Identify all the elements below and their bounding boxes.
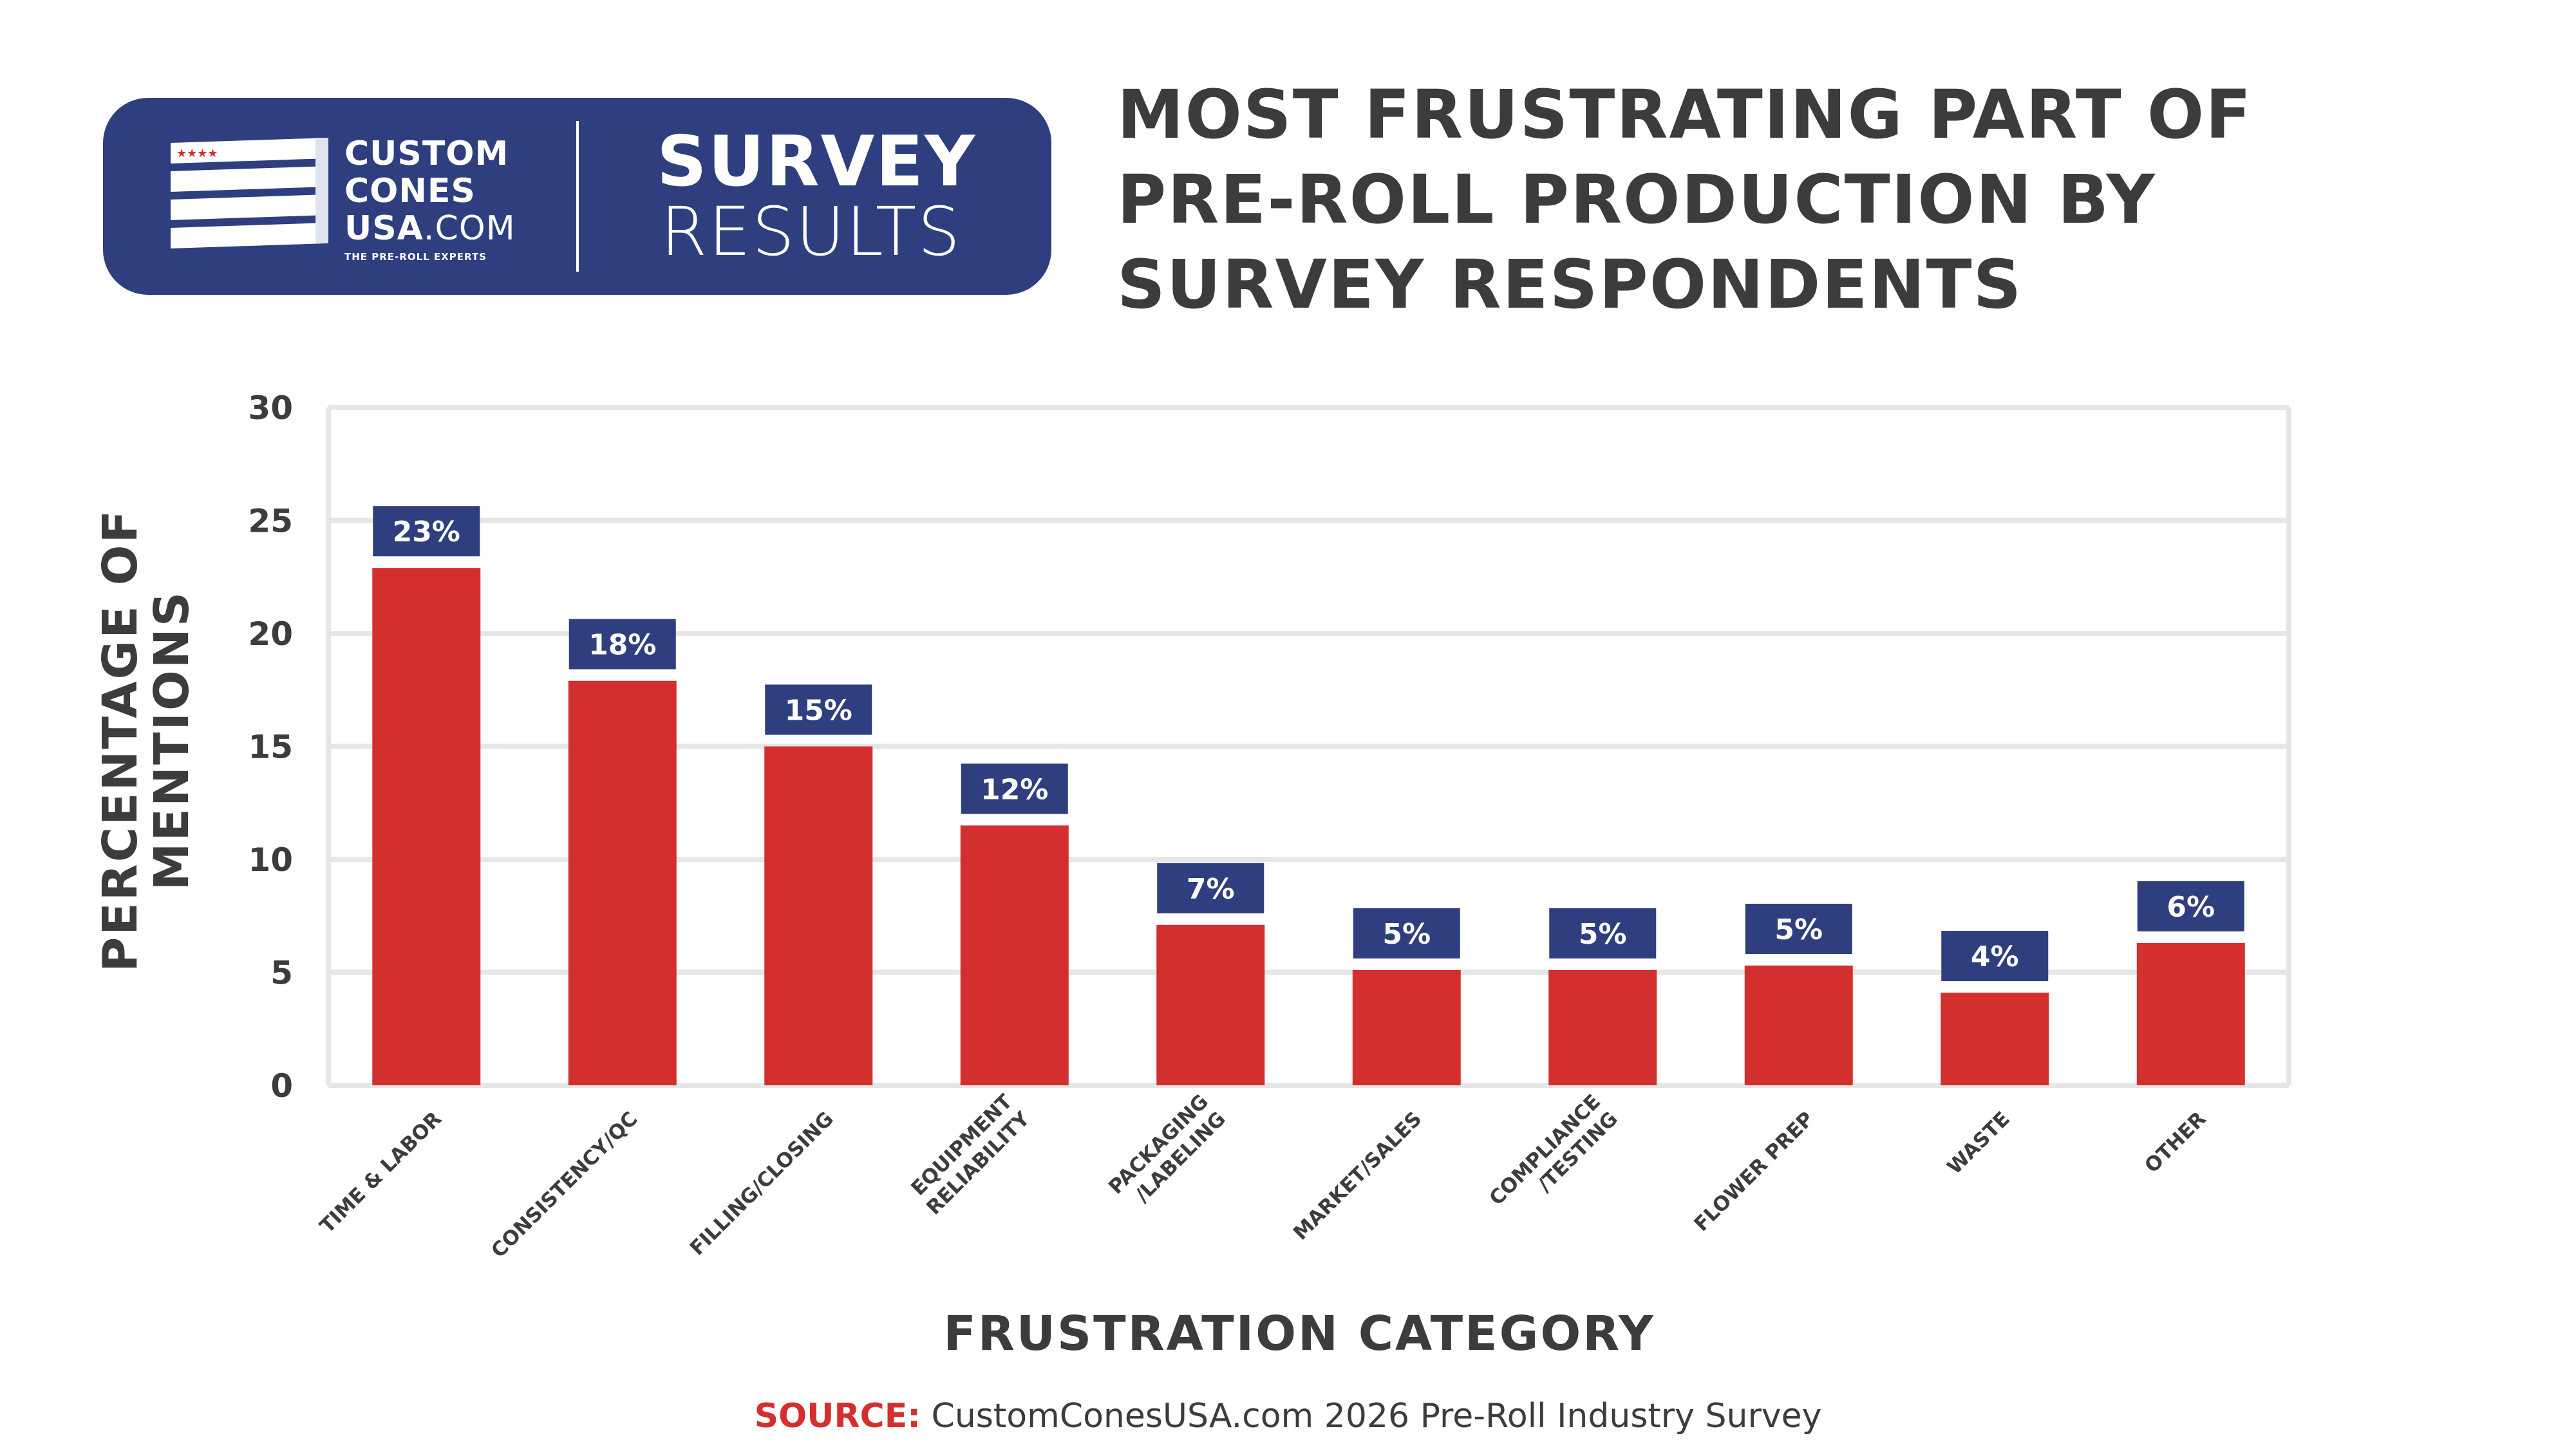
x-category-line: WASTE	[1943, 1107, 2015, 1179]
brand-wordmark: CUSTOM CONES USA.COM THE PRE-ROLL EXPERT…	[344, 135, 516, 263]
y-tick-label-5: 5	[270, 955, 293, 992]
data-label-text-2: 15%	[785, 695, 852, 727]
x-category-line: FILLING/CLOSING	[686, 1107, 838, 1260]
bar-9	[2136, 942, 2245, 1085]
x-category-label-9: OTHER	[2140, 1107, 2210, 1177]
svg-text:★★★★: ★★★★	[176, 147, 218, 160]
brand-usa: USA	[344, 209, 424, 248]
title-line-1: MOST FRUSTRATING PART OF	[1117, 75, 2253, 154]
survey-badge: ★★★★ CUSTOM CONES USA.COM THE PRE-ROLL E…	[103, 98, 1051, 295]
data-label-bg-2	[765, 684, 872, 735]
data-label-7: 5%	[1745, 903, 1852, 954]
data-label-text-1: 18%	[588, 629, 656, 662]
data-label-2: 15%	[765, 684, 872, 735]
data-label-6: 5%	[1549, 908, 1657, 958]
data-label-bg-3	[961, 763, 1068, 814]
data-label-bg-5	[1353, 908, 1460, 958]
x-category-label-6: COMPLIANCE/TESTING	[1485, 1090, 1622, 1227]
data-label-bg-8	[1941, 931, 2049, 982]
bar-0	[372, 568, 481, 1085]
x-category-layer: TIME & LABOR CONSISTENCY/QC FILLING/CLOSIN…	[315, 1090, 2210, 1262]
bar-1	[568, 680, 677, 1085]
data-label-text-3: 12%	[981, 773, 1048, 806]
data-label-bg-0	[373, 506, 480, 557]
x-category-line: OTHER	[2140, 1107, 2210, 1177]
x-category-label-3: EQUIPMENTRELIABILITY	[905, 1090, 1034, 1219]
title-line-2: PRE-ROLL PRODUCTION BY	[1117, 160, 2156, 239]
source-text: CustomConesUSA.com 2026 Pre-Roll Industr…	[921, 1397, 1822, 1435]
bar-layer	[372, 568, 2245, 1085]
bar-6	[1548, 969, 1657, 1085]
brand-tagline: THE PRE-ROLL EXPERTS	[344, 251, 487, 263]
y-tick-label-10: 10	[248, 841, 293, 879]
brand-dotcom: .COM	[423, 209, 516, 248]
source-footer: SOURCE: CustomConesUSA.com 2026 Pre-Roll…	[0, 1397, 2576, 1435]
y-tick-label-25: 25	[248, 503, 293, 540]
bar-7	[1744, 965, 1853, 1085]
data-label-9: 6%	[2137, 881, 2244, 931]
title-line-3: SURVEY RESPONDENTS	[1117, 245, 2023, 324]
bar-5	[1352, 969, 1461, 1085]
brand-line-1: CUSTOM	[344, 135, 509, 173]
results-label: RESULTS	[661, 192, 962, 271]
brand-line-2: CONES	[344, 172, 476, 210]
y-tick-layer: 0 5 10 15 20 25 30	[248, 389, 293, 1105]
data-label-5: 5%	[1353, 908, 1460, 958]
y-tick-label-20: 20	[248, 615, 293, 653]
survey-label: SURVEY	[657, 122, 977, 202]
cones-logo-icon: ★★★★	[171, 138, 328, 248]
y-tick-label-15: 15	[248, 729, 293, 766]
data-label-3: 12%	[961, 763, 1068, 814]
data-label-text-9: 6%	[2167, 891, 2215, 924]
data-label-bg-7	[1745, 903, 1852, 954]
data-label-text-5: 5%	[1382, 918, 1431, 951]
data-label-bg-4	[1157, 863, 1264, 913]
data-label-bg-6	[1549, 908, 1657, 958]
x-category-line: TIME & LABOR	[315, 1107, 446, 1238]
data-label-text-4: 7%	[1187, 873, 1235, 906]
data-label-text-6: 5%	[1579, 918, 1627, 951]
data-label-bg-9	[2137, 881, 2244, 931]
data-label-layer: 23% 18% 15% 12% 7% 5% 5% 5% 4% 6%	[373, 506, 2244, 982]
x-category-label-1: CONSISTENCY/QC	[487, 1107, 642, 1262]
source-label: SOURCE:	[754, 1397, 921, 1435]
x-category-label-2: FILLING/CLOSING	[686, 1107, 838, 1260]
y-axis-label-line-2: MENTIONS	[144, 590, 200, 890]
x-category-label-8: WASTE	[1943, 1107, 2015, 1179]
x-category-label-7: FLOWER PREP	[1690, 1107, 1819, 1236]
data-label-8: 4%	[1941, 931, 2049, 982]
chart-title: MOST FRUSTRATING PART OF PRE-ROLL PRODUC…	[1117, 72, 2405, 327]
x-category-label-4: PACKAGING/LABELING	[1104, 1090, 1230, 1216]
data-label-bg-1	[569, 619, 676, 669]
data-label-text-0: 23%	[393, 516, 460, 548]
brand-line-3: USA.COM	[344, 210, 516, 247]
bar-2	[764, 746, 873, 1085]
x-category-label-0: TIME & LABOR	[315, 1107, 446, 1238]
data-label-text-8: 4%	[1971, 940, 2019, 973]
y-tick-label-0: 0	[270, 1067, 293, 1105]
x-category-line: FLOWER PREP	[1690, 1107, 1819, 1236]
bar-3	[960, 825, 1069, 1085]
bar-8	[1941, 993, 2049, 1085]
data-label-0: 23%	[373, 506, 480, 557]
x-axis-label: FRUSTRATION CATEGORY	[943, 1306, 1655, 1361]
y-axis-label-line-1: PERCENTAGE OF	[93, 509, 148, 972]
data-label-4: 7%	[1157, 863, 1264, 913]
x-category-label-5: MARKET/SALES	[1289, 1107, 1427, 1245]
x-category-line: MARKET/SALES	[1289, 1107, 1427, 1245]
data-label-text-7: 5%	[1774, 913, 1823, 946]
y-tick-label-30: 30	[248, 389, 293, 427]
bar-4	[1156, 924, 1265, 1085]
data-label-1: 18%	[569, 619, 676, 669]
badge-divider	[576, 121, 579, 272]
x-category-line: CONSISTENCY/QC	[487, 1107, 642, 1262]
